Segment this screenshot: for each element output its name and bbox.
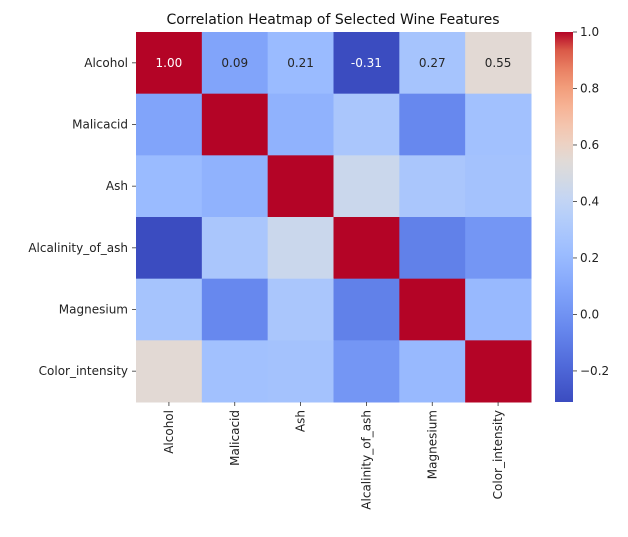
y-tick-label: Alcohol [84,56,128,70]
cell-value-label: 0.21 [287,56,314,70]
x-axis: Alcohol Malicacid Ash Alcalinity_of_ash Magn… [162,402,505,510]
heatmap-cell [267,340,334,403]
heatmap-cells [136,32,532,403]
colorbar-tick-label: −0.2 [580,364,609,378]
y-tick-label: Magnesium [59,303,128,317]
heatmap-cell [136,93,203,156]
heatmap-cell [136,278,203,341]
heatmap-cell-labels: 1.00 0.09 0.21 -0.31 0.27 0.55 [156,56,512,70]
heatmap-cell [136,217,203,280]
heatmap-cell [333,32,400,95]
heatmap-cell [465,155,532,218]
x-tick-label: Magnesium [425,410,439,479]
y-tick-label: Color_intensity [39,364,128,378]
heatmap-cell [333,340,400,403]
heatmap-cell [399,340,466,403]
heatmap-cell [399,278,466,341]
heatmap-cell [201,32,269,95]
x-tick-label: Alcalinity_of_ash [359,410,373,510]
colorbar-tick-label: 0.4 [580,194,599,208]
heatmap-cell [399,93,466,156]
heatmap-cell [333,155,400,218]
x-tick-label: Ash [294,410,308,432]
colorbar-tick-label: 0.2 [580,251,599,265]
heatmap-cell [399,155,466,218]
y-tick-label: Malicacid [72,118,128,132]
heatmap-cell [333,217,400,280]
heatmap-cell [267,278,334,341]
x-tick-label: Color_intensity [491,410,505,499]
colorbar-tick-label: 1.0 [580,25,599,39]
cell-value-label: 0.09 [221,56,248,70]
cell-value-label: 1.00 [156,56,183,70]
heatmap-cell [465,32,532,95]
heatmap-cell [201,155,269,218]
colorbar-axis: 1.0 0.8 0.6 0.4 0.2 0.0 −0.2 [573,25,609,378]
cell-value-label: 0.27 [419,56,446,70]
heatmap-cell [201,217,269,280]
heatmap-cell [267,217,334,280]
heatmap-cell [465,340,532,403]
heatmap-cell [267,93,334,156]
heatmap-cell [465,278,532,341]
heatmap-cell [465,217,532,280]
colorbar-tick-label: 0.0 [580,307,599,321]
heatmap-cell [333,278,400,341]
heatmap-cell [136,155,203,218]
y-axis: Alcohol Malicacid Ash Alcalinity_of_ash Magn… [28,56,136,378]
y-tick-label: Alcalinity_of_ash [28,241,128,255]
cell-value-label: -0.31 [351,56,382,70]
heatmap-cell [136,32,203,95]
heatmap-cell [201,340,269,403]
y-tick-label: Ash [106,179,128,193]
heatmap-cell [333,93,400,156]
heatmap-cell [267,155,334,218]
heatmap-cell [267,32,334,95]
cell-value-label: 0.55 [485,56,512,70]
heatmap-cell [201,93,269,156]
heatmap-cell [399,32,466,95]
colorbar-tick-label: 0.8 [580,81,599,95]
heatmap-cell [399,217,466,280]
x-tick-label: Alcohol [162,410,176,454]
colorbar-tick-label: 0.6 [580,138,599,152]
heatmap-cell [201,278,269,341]
heatmap-cell [465,93,532,156]
chart-title: Correlation Heatmap of Selected Wine Fea… [166,12,499,28]
x-tick-label: Malicacid [228,410,242,466]
heatmap-cell [136,340,203,403]
colorbar [555,32,573,402]
